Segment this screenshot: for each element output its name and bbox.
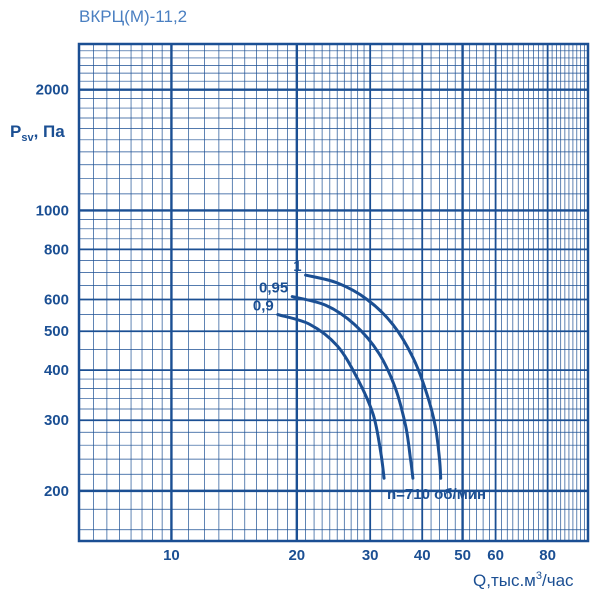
x-axis-label-tail: /час: [542, 571, 574, 590]
tick-labels: 10 20 30 40 50 60 80 200 300 400 500 600 800 1000 2000: [36, 82, 556, 564]
y-tick-label: 2000: [36, 82, 69, 99]
y-tick-label: 300: [44, 412, 69, 429]
y-tick-label: 500: [44, 323, 69, 340]
y-axis-label-main: P: [10, 122, 21, 141]
plot-frame: [77, 42, 590, 543]
x-tick-label: 50: [454, 547, 471, 564]
fan-curves: 1 0,950,9: [253, 258, 443, 480]
speed-label: n=710 об/мин: [387, 486, 486, 503]
x-axis-label: Q,тыс.м3/час: [473, 570, 574, 590]
y-tick-label: 1000: [36, 202, 69, 219]
x-axis-label-sup: 3: [536, 570, 542, 582]
x-tick-label: 10: [163, 547, 180, 564]
series-line: [276, 313, 386, 480]
x-tick-label: 60: [487, 547, 504, 564]
x-tick-label: 40: [414, 547, 431, 564]
grid: [79, 44, 588, 541]
y-tick-label: 400: [44, 362, 69, 379]
x-tick-label: 80: [539, 547, 556, 564]
y-axis-label-tail: , Па: [34, 122, 66, 141]
y-tick-label: 600: [44, 291, 69, 308]
y-tick-label: 800: [44, 241, 69, 258]
x-tick-label: 30: [362, 547, 379, 564]
y-axis-label: Psv, Па: [10, 122, 65, 144]
x-tick-label: 20: [288, 547, 305, 564]
chart-title: ВКРЦ(М)-11,2: [79, 7, 187, 26]
series-label: 0,95: [259, 280, 288, 297]
series-line: [290, 295, 415, 480]
y-axis-label-sub: sv: [21, 132, 34, 144]
x-axis-label-main: Q,тыс.м: [473, 571, 536, 590]
series-line: [304, 273, 443, 480]
series-label: 1: [293, 258, 301, 275]
y-tick-label: 200: [44, 483, 69, 500]
series-label: 0,9: [253, 298, 274, 315]
